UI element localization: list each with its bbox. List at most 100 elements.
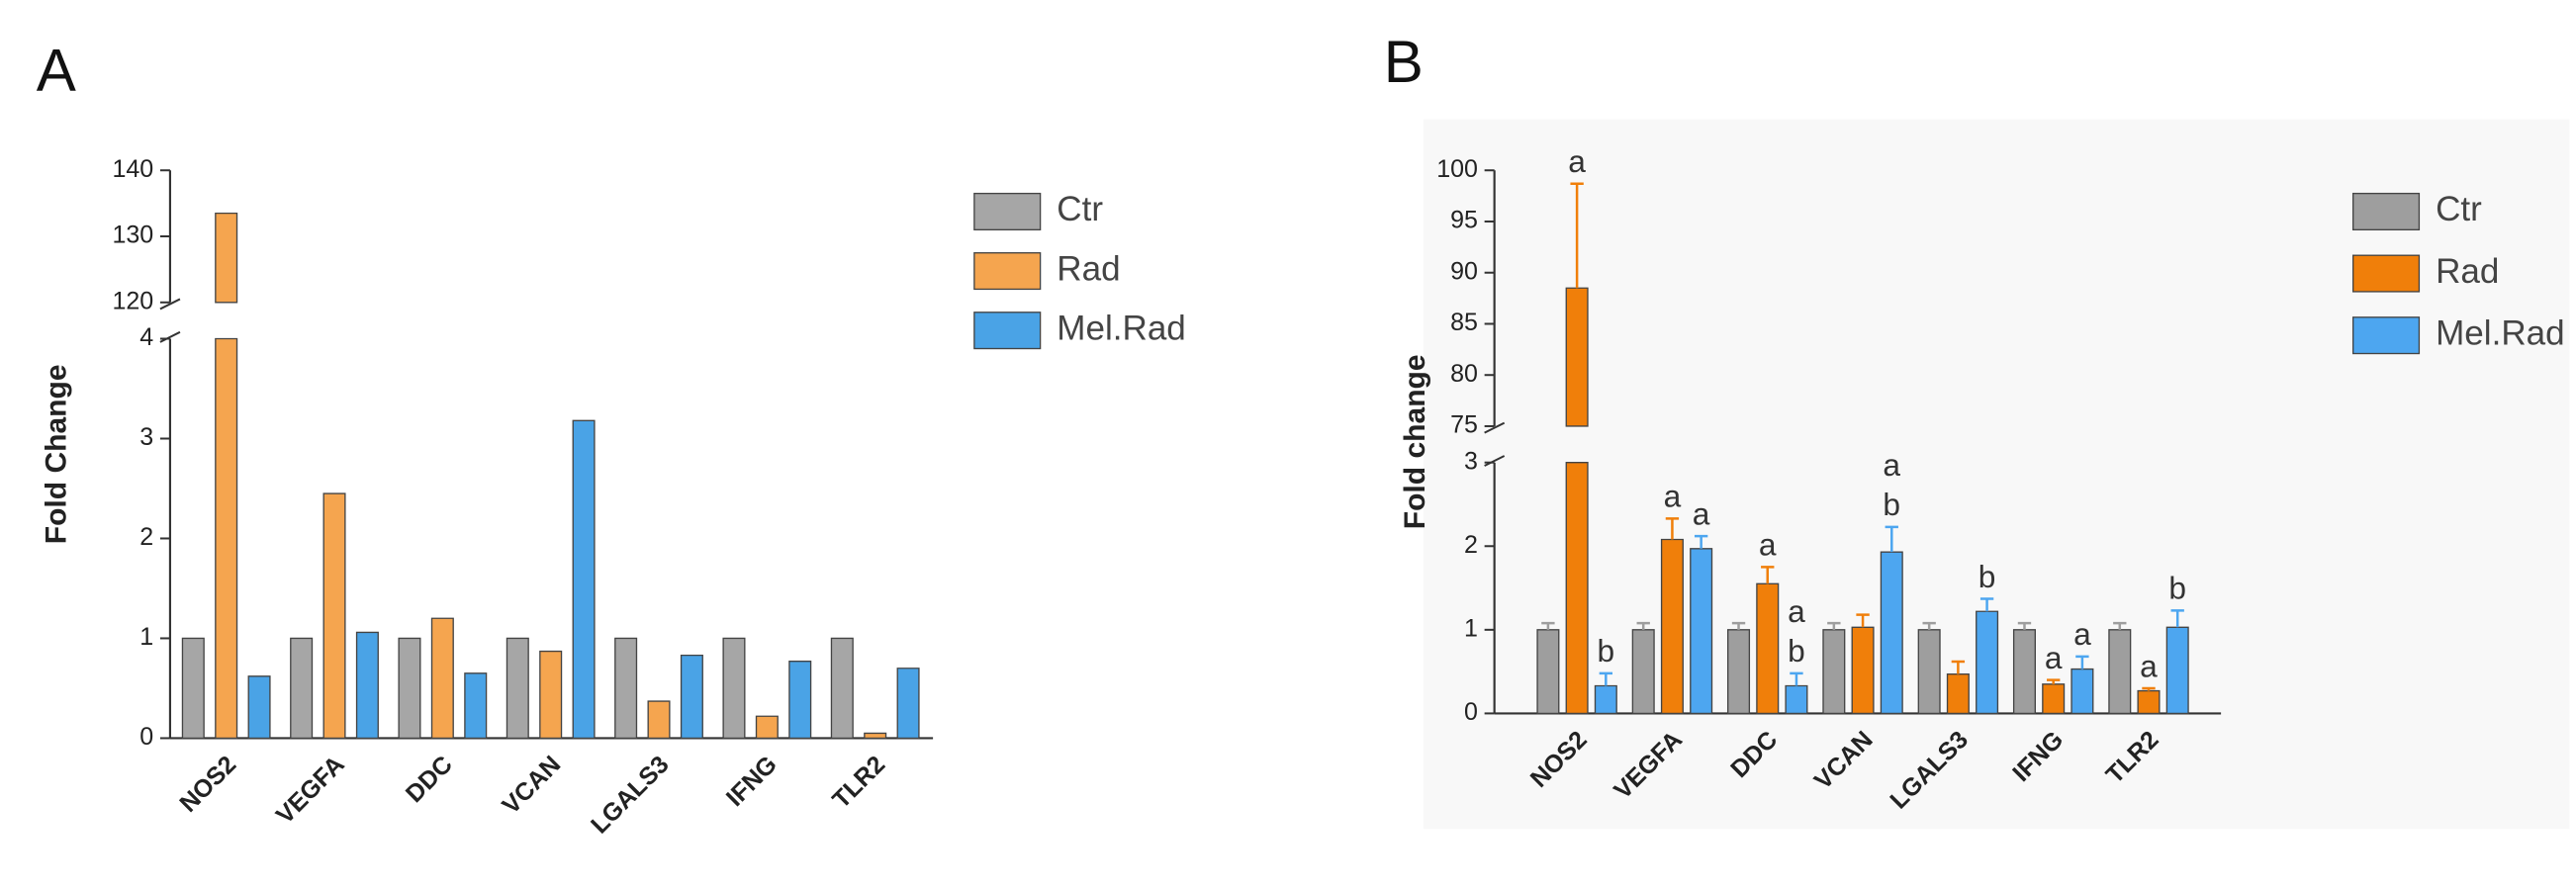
error-bar	[1979, 597, 1994, 612]
y-tick-label: 75	[1450, 411, 1478, 439]
legend-swatch	[973, 312, 1042, 350]
legend-label: Mel.Rad	[1057, 309, 1186, 347]
y-tick-label: 3	[1464, 447, 1478, 475]
axis-break	[159, 330, 181, 343]
significance-letter: b	[1978, 559, 1996, 594]
bar	[1822, 629, 1846, 715]
legend-label: Ctr	[2436, 190, 2482, 228]
bar	[1880, 551, 1903, 715]
y-axis-label: Fold change	[1399, 354, 1431, 529]
error-bar	[1636, 621, 1650, 630]
bar	[430, 617, 454, 740]
bar	[864, 732, 887, 740]
error-bar	[1951, 660, 1966, 674]
significance-letter: a	[1788, 593, 1805, 629]
bar	[680, 654, 703, 740]
significance-letter: a	[1568, 143, 1586, 179]
x-tick-label: TLR2	[827, 751, 890, 814]
significance-letter: b	[1883, 487, 1900, 522]
error-bar	[1856, 613, 1870, 628]
bar	[1785, 684, 1808, 715]
error-bar	[1761, 566, 1775, 584]
error-bar	[2075, 655, 2089, 669]
significance-letter: b	[1598, 633, 1615, 669]
bar	[896, 668, 920, 740]
y-axis-label: Fold Change	[40, 364, 72, 544]
error-bar	[1827, 621, 1841, 630]
x-tick-label: IFNG	[721, 751, 782, 812]
bar	[2165, 626, 2189, 715]
bar	[355, 631, 379, 740]
bar	[2137, 689, 2161, 715]
significance-letter: a	[2073, 616, 2091, 652]
axis-break	[159, 298, 181, 311]
bar	[614, 637, 638, 740]
y-tick-label: 3	[139, 423, 153, 451]
y-tick-label: 2	[1464, 531, 1478, 559]
significance-letter: a	[1883, 447, 1900, 483]
legend-swatch	[973, 192, 1042, 230]
y-tick-label: 1	[139, 623, 153, 651]
error-bar	[1885, 525, 1898, 553]
legend-label: Rad	[1057, 249, 1120, 288]
error-bar	[2170, 609, 2184, 628]
bar	[1727, 629, 1751, 715]
bar	[506, 637, 529, 740]
error-bar	[1731, 621, 1746, 630]
error-bar	[2113, 621, 2127, 630]
bar	[1917, 629, 1941, 715]
y-tick-label: 2	[139, 523, 153, 551]
bar	[2108, 629, 2132, 715]
y-tick-label: 0	[139, 723, 153, 751]
legend-swatch	[2351, 316, 2421, 355]
bar	[572, 419, 596, 740]
y-tick-label: 80	[1450, 360, 1478, 388]
legend-label: Mel.Rad	[2436, 313, 2565, 352]
bar	[1690, 548, 1713, 715]
x-tick-label: DDC	[401, 751, 458, 808]
axis-break	[1484, 421, 1506, 434]
panel-label: A	[37, 37, 76, 103]
bar	[290, 637, 314, 740]
legend-swatch	[2351, 254, 2421, 293]
bar	[722, 637, 746, 740]
error-bar	[1694, 534, 1708, 549]
error-bar	[1541, 621, 1555, 630]
significance-letter: b	[2168, 571, 2186, 606]
error-bar	[2142, 686, 2156, 691]
bar	[755, 715, 779, 740]
error-bar	[1790, 671, 1803, 686]
x-tick-label: NOS2	[174, 751, 241, 818]
significance-letter: a	[1693, 495, 1710, 531]
y-tick-label: 120	[112, 287, 153, 314]
x-tick-label: LGALS3	[586, 751, 675, 840]
bar	[1660, 538, 1684, 715]
error-bar	[1599, 671, 1613, 686]
y-tick-label: 140	[112, 155, 153, 183]
y-tick-label: 0	[1464, 698, 1478, 726]
bar	[1976, 610, 1999, 715]
error-bar	[1570, 182, 1584, 289]
axis-break	[1484, 455, 1506, 467]
bar	[464, 672, 488, 740]
legend-label: Ctr	[1057, 190, 1103, 228]
y-tick-label: 130	[112, 222, 153, 249]
y-tick-label: 4	[139, 323, 153, 351]
y-tick-label: 1	[1464, 614, 1478, 642]
error-bar	[2017, 621, 2032, 630]
panel-label: B	[1384, 29, 1424, 95]
error-bar	[1665, 517, 1680, 540]
bar	[247, 675, 271, 740]
y-tick-label: 85	[1450, 309, 1478, 336]
significance-letter: a	[1664, 479, 1682, 514]
bar	[1851, 626, 1875, 715]
bar	[788, 661, 812, 740]
x-tick-label: VCAN	[497, 751, 566, 820]
y-tick-label: 100	[1436, 155, 1478, 183]
significance-letter: a	[1759, 527, 1777, 563]
significance-letter: b	[1788, 633, 1805, 669]
error-bar	[1922, 621, 1936, 630]
bar	[181, 637, 205, 740]
